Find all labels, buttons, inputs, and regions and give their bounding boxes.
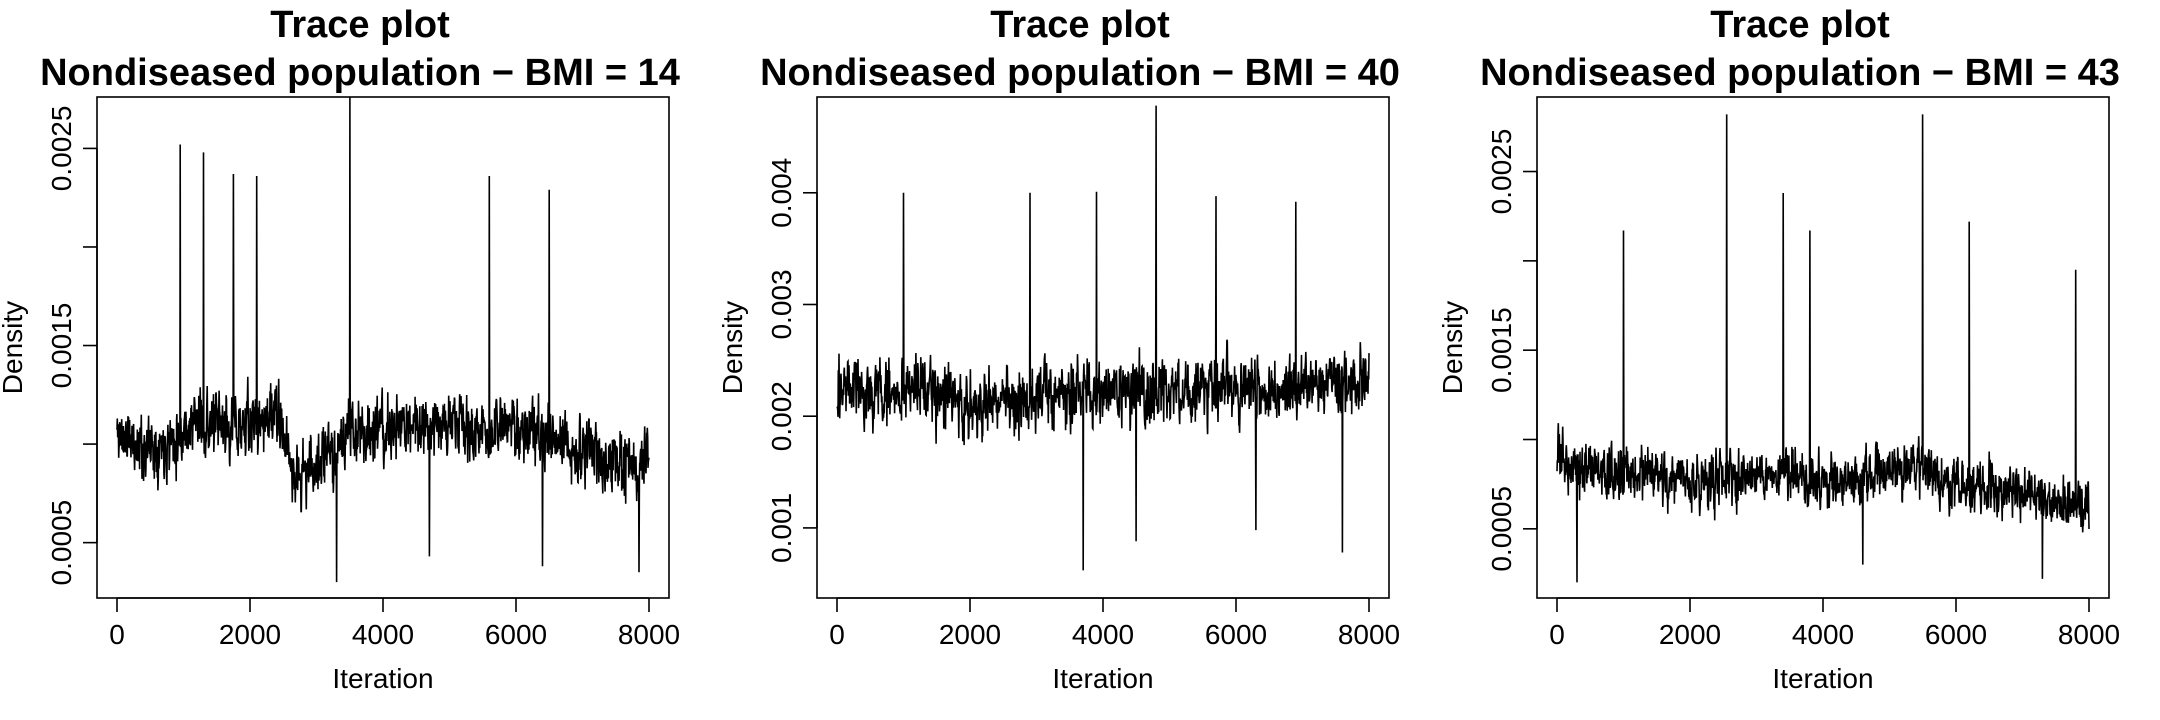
chart-subtitle: Nondiseased population − BMI = 14 bbox=[40, 52, 680, 94]
y-tick-label: 0.002 bbox=[766, 381, 797, 451]
y-tick-label: 0.0015 bbox=[1486, 307, 1517, 393]
y-tick-label: 0.001 bbox=[766, 493, 797, 563]
y-tick-label: 0.0015 bbox=[46, 303, 77, 389]
x-axis-label: Iteration bbox=[332, 663, 433, 694]
x-axis-label: Iteration bbox=[1052, 663, 1153, 694]
x-tick-label: 0 bbox=[1549, 619, 1565, 650]
x-tick-label: 8000 bbox=[1338, 619, 1400, 650]
x-tick-label: 0 bbox=[829, 619, 845, 650]
y-tick-label: 0.0005 bbox=[1486, 486, 1517, 572]
chart-title: Trace plot bbox=[1710, 4, 1890, 46]
x-tick-label: 6000 bbox=[1205, 619, 1267, 650]
y-tick-label: 0.0005 bbox=[46, 500, 77, 586]
chart-subtitle: Nondiseased population − BMI = 43 bbox=[1480, 52, 2120, 94]
x-tick-label: 6000 bbox=[485, 619, 547, 650]
y-axis-label: Density bbox=[0, 301, 28, 394]
x-tick-label: 4000 bbox=[1072, 619, 1134, 650]
trace-plot-2: 0 2000 4000 6000 8000 Iteration 0.001 0.002 0.00… bbox=[720, 96, 1400, 694]
y-tick-label: 0.003 bbox=[766, 269, 797, 339]
x-tick-label: 2000 bbox=[1659, 619, 1721, 650]
y-tick-label: 0.0025 bbox=[1486, 129, 1517, 215]
trace-line bbox=[836, 105, 1370, 571]
trace-plot-1: 0 2000 4000 6000 8000 Iteration 0.0005 0.0015 0.… bbox=[0, 96, 680, 694]
chart-panel-2: Trace plot Nondiseased population − BMI … bbox=[720, 0, 1440, 720]
x-tick-label: 4000 bbox=[352, 619, 414, 650]
chart-panel-3: Trace plot Nondiseased population − BMI … bbox=[1440, 0, 2160, 720]
y-tick-label: 0.0025 bbox=[46, 106, 77, 192]
chart-panel-1: Trace plot Nondiseased population − BMI … bbox=[0, 0, 720, 720]
y-axis-label: Density bbox=[1440, 301, 1468, 394]
y-axis-label: Density bbox=[720, 301, 748, 394]
x-tick-label: 2000 bbox=[939, 619, 1001, 650]
x-axis-label: Iteration bbox=[1772, 663, 1873, 694]
x-tick-label: 4000 bbox=[1792, 619, 1854, 650]
x-tick-label: 0 bbox=[109, 619, 125, 650]
trace-plot-3: 0 2000 4000 6000 8000 Iteration 0.0005 0.0015 0.… bbox=[1440, 96, 2120, 694]
chart-title: Trace plot bbox=[270, 4, 450, 46]
trace-line bbox=[1556, 114, 2090, 583]
y-tick-label: 0.004 bbox=[766, 158, 797, 228]
x-tick-label: 8000 bbox=[2058, 619, 2120, 650]
trace-line bbox=[116, 97, 650, 583]
chart-subtitle: Nondiseased population − BMI = 40 bbox=[760, 52, 1400, 94]
chart-title: Trace plot bbox=[990, 4, 1170, 46]
x-tick-label: 6000 bbox=[1925, 619, 1987, 650]
plot-frame bbox=[96, 96, 670, 599]
x-tick-label: 2000 bbox=[219, 619, 281, 650]
x-tick-label: 8000 bbox=[618, 619, 680, 650]
